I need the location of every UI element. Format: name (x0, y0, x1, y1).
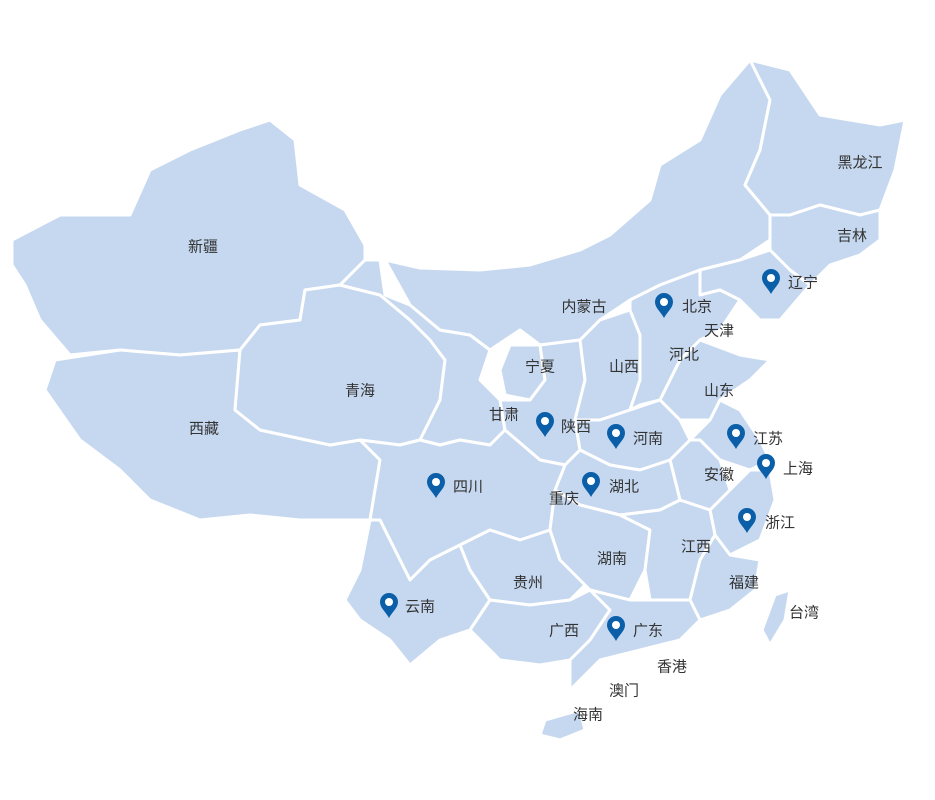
map-marker-icon[interactable] (655, 293, 673, 318)
label-liaoning: 辽宁 (787, 273, 819, 292)
map-marker-icon[interactable] (536, 412, 554, 437)
label-hebei: 河北 (668, 345, 700, 364)
region-fujian[interactable] (688, 533, 762, 622)
region-hainan[interactable] (538, 708, 587, 742)
map-marker-icon[interactable] (380, 593, 398, 618)
label-shanghai: 上海 (782, 459, 814, 478)
label-xianggang: 香港 (656, 657, 688, 676)
label-fujian: 福建 (728, 573, 760, 592)
label-shandong: 山东 (703, 381, 735, 400)
map-marker-icon[interactable] (582, 472, 600, 497)
map-marker-icon[interactable] (762, 269, 780, 294)
label-taiwan: 台湾 (788, 603, 820, 622)
label-shaanxi: 陕西 (560, 417, 592, 436)
label-shanxi: 山西 (608, 357, 640, 376)
label-hubei: 湖北 (608, 477, 640, 496)
label-beijing: 北京 (681, 297, 713, 316)
label-zhejiang: 浙江 (764, 513, 796, 532)
label-yunnan: 云南 (404, 597, 436, 616)
label-guangxi: 广西 (548, 621, 580, 640)
label-aomen: 澳门 (608, 681, 640, 700)
label-guangdong: 广东 (632, 621, 664, 640)
label-jiangsu: 江苏 (752, 429, 784, 448)
label-gansu: 甘肃 (488, 405, 520, 424)
map-marker-icon[interactable] (727, 424, 745, 449)
label-jilin: 吉林 (836, 226, 868, 245)
label-hunan: 湖南 (596, 549, 628, 568)
map-marker-icon[interactable] (738, 508, 756, 533)
label-anhui: 安徽 (703, 465, 735, 484)
map-marker-icon[interactable] (757, 454, 775, 479)
map-marker-icon[interactable] (427, 473, 445, 498)
region-heilongjiang[interactable] (743, 58, 907, 217)
label-xinjiang: 新疆 (187, 237, 219, 256)
map-marker-icon[interactable] (607, 424, 625, 449)
map-marker-icon[interactable] (607, 616, 625, 641)
label-neimenggu: 内蒙古 (561, 297, 607, 316)
label-tianjin: 天津 (703, 321, 735, 340)
label-chongqing: 重庆 (548, 489, 580, 508)
label-sichuan: 四川 (452, 477, 484, 496)
label-qinghai: 青海 (344, 381, 376, 400)
region-taiwan[interactable] (760, 588, 792, 647)
label-ningxia: 宁夏 (524, 357, 556, 376)
label-heilongjiang: 黑龙江 (837, 153, 883, 172)
label-guizhou: 贵州 (512, 573, 544, 592)
label-jiangxi: 江西 (680, 537, 712, 556)
label-henan: 河南 (632, 429, 664, 448)
label-hainan: 海南 (572, 705, 604, 724)
label-xizang: 西藏 (188, 419, 220, 438)
region-guangdong[interactable] (568, 588, 702, 692)
